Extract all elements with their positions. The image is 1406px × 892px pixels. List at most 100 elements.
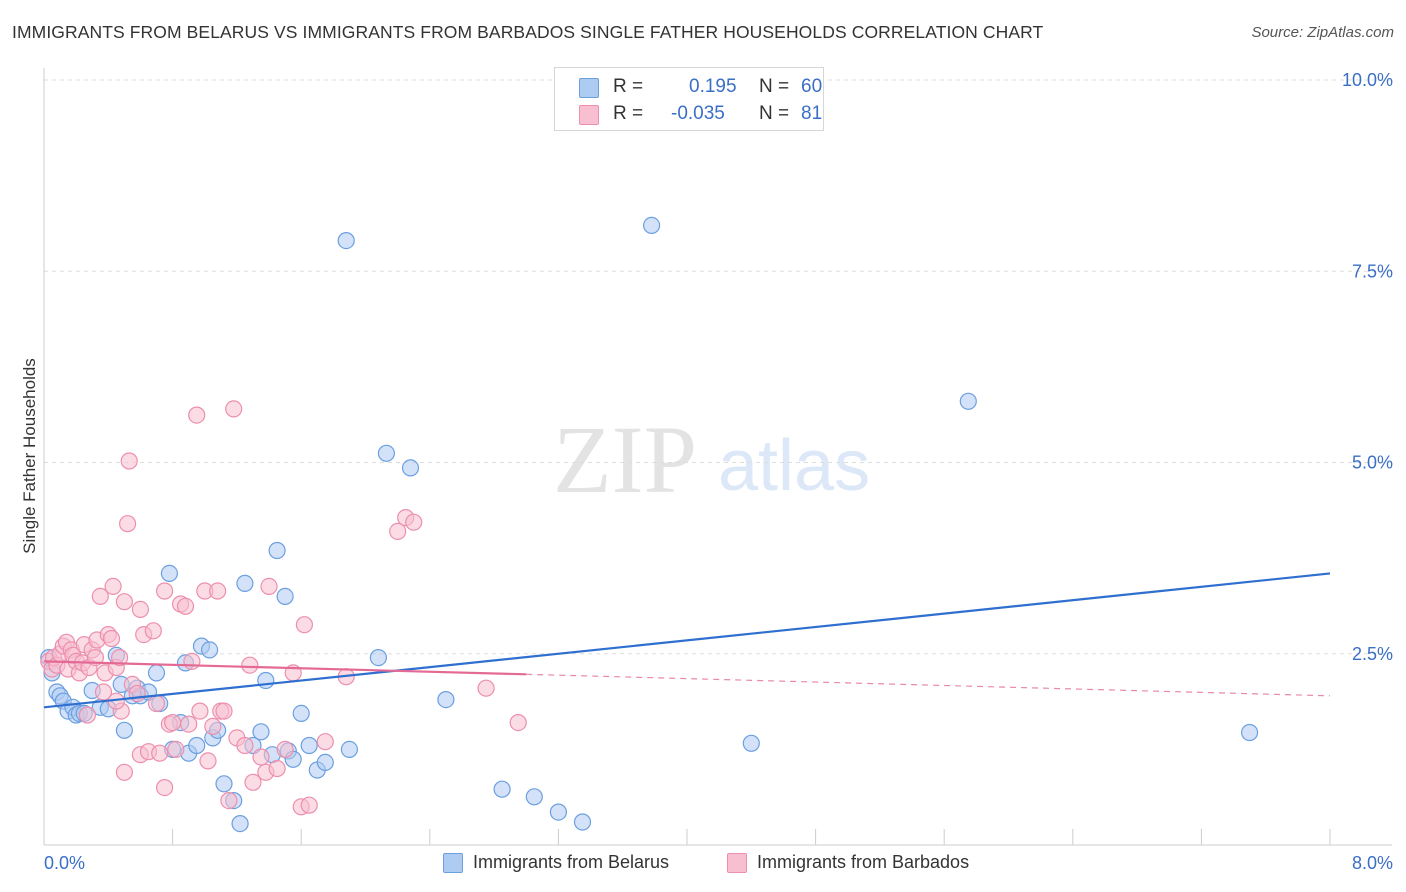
bottom-legend-label-barbados: Immigrants from Barbados [757, 852, 970, 872]
barbados-point [151, 744, 169, 762]
y-tick-label: 7.5% [1352, 261, 1393, 281]
axis-layer: 2.5% 5.0% 7.5% 10.0% [43, 68, 1393, 846]
belarus-point [257, 671, 275, 690]
barbados-point [199, 752, 217, 770]
bottom-legend-swatch-belarus [443, 853, 463, 873]
barbados-point [316, 733, 334, 751]
belarus-point [377, 444, 395, 462]
y-tick-label: 5.0% [1352, 453, 1393, 473]
belarus-point [525, 788, 543, 806]
barbados-point [276, 740, 294, 759]
trend-layer [43, 572, 1331, 709]
barbados-point [91, 587, 109, 606]
barbados-trend-line [43, 660, 527, 676]
belarus-point [642, 216, 661, 234]
barbados-point [144, 622, 162, 640]
barbados-point [295, 616, 313, 634]
belarus-point [231, 814, 249, 833]
belarus-point [959, 392, 977, 410]
barbados-point [389, 522, 407, 541]
belarus-point [236, 574, 254, 593]
barbados-point [115, 763, 134, 781]
belarus-point [337, 232, 355, 250]
x-tick-label-min: 0.0% [44, 853, 85, 873]
legend-n-label-belarus: N = [759, 76, 790, 97]
barbados-point [191, 702, 209, 720]
y-axis-label: Single Father Households [20, 358, 39, 554]
legend-r-value-barbados: -0.035 [671, 103, 725, 124]
barbados-point [167, 740, 185, 759]
barbados-point [180, 715, 198, 733]
barbados-point [104, 577, 122, 596]
watermark-zip: ZIP [553, 406, 697, 513]
belarus-trend-line [43, 572, 1331, 709]
legend-r-label-barbados: R = [613, 103, 644, 124]
watermark-atlas: atlas [718, 426, 870, 506]
belarus-point [742, 734, 760, 752]
chart-source: Source: ZipAtlas.com [1251, 24, 1394, 41]
barbados-point [509, 713, 527, 732]
barbados-point [102, 629, 121, 648]
belarus-point [201, 641, 219, 659]
barbados-point [220, 791, 238, 810]
belarus-point [276, 587, 294, 606]
barbados-point [110, 648, 129, 667]
belarus-point [1240, 723, 1259, 742]
barbados-point [183, 652, 201, 671]
belarus-point [252, 723, 270, 741]
belarus-point [147, 664, 166, 682]
barbados-point [215, 702, 233, 720]
belarus-point [160, 564, 178, 583]
legend-n-value-belarus: 60 [801, 76, 823, 97]
barbados-point [268, 759, 286, 778]
x-tick-label-max: 8.0% [1352, 853, 1393, 873]
barbados-point [131, 600, 149, 619]
barbados-point [156, 582, 174, 600]
barbados-point [147, 694, 166, 713]
belarus-point [493, 780, 511, 798]
chart-title: IMMIGRANTS FROM BELARUS VS IMMIGRANTS FR… [12, 22, 1044, 42]
legend-r-label-belarus: R = [613, 76, 644, 97]
barbados-point [118, 515, 137, 533]
barbados-point [188, 406, 206, 424]
barbados-point [241, 656, 259, 674]
barbados-point [236, 736, 254, 755]
legend-r-value-belarus: 0.195 [689, 76, 737, 97]
legend-swatch-barbados [579, 105, 599, 125]
grid-layer [44, 79, 1392, 655]
barbados-point [477, 679, 495, 697]
stats-legend: R = 0.195 N = 60 R = -0.035 N = 81 [554, 67, 824, 131]
barbados-point [156, 778, 174, 797]
y-tick-label: 2.5% [1352, 644, 1393, 664]
bottom-legend-swatch-barbados [727, 853, 747, 873]
belarus-point [549, 803, 568, 821]
bottom-legend-label-belarus: Immigrants from Belarus [473, 852, 670, 872]
barbados-point [300, 796, 318, 814]
barbados-point [120, 452, 138, 470]
barbados-trend-line-extension [526, 673, 1331, 697]
belarus-point [369, 648, 387, 667]
watermark: ZIP atlas [553, 406, 870, 513]
belarus-point [573, 813, 592, 831]
y-tick-label: 10.0% [1342, 70, 1393, 90]
barbados-point [115, 593, 134, 611]
belarus-point [115, 721, 134, 739]
belarus-point [437, 690, 455, 709]
barbados-point [252, 748, 270, 766]
barbados-point [260, 577, 278, 596]
barbados-point [204, 717, 222, 736]
legend-swatch-belarus [579, 78, 599, 98]
legend-n-value-barbados: 81 [801, 103, 823, 124]
belarus-point [292, 704, 310, 723]
points-layer [40, 216, 1259, 833]
belarus-point [188, 736, 206, 755]
barbados-point [405, 513, 423, 531]
barbados-point [209, 582, 227, 600]
legend-n-label-barbados: N = [759, 103, 790, 124]
barbados-point [78, 706, 97, 724]
belarus-point [401, 459, 420, 477]
belarus-point [316, 753, 334, 772]
barbados-point [225, 400, 243, 418]
belarus-point [268, 541, 286, 560]
barbados-point [164, 713, 182, 732]
